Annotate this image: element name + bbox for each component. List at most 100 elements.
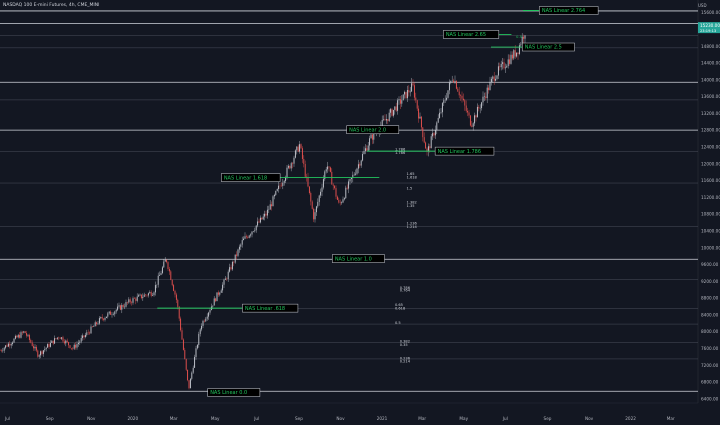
- candle-body: [136, 296, 138, 301]
- candle-body: [422, 127, 424, 138]
- candle-body: [164, 259, 166, 262]
- candle-body: [37, 350, 39, 357]
- candle-body: [503, 62, 505, 69]
- candle-body: [399, 99, 401, 104]
- currency-label: USD: [698, 3, 707, 8]
- candle-body: [23, 331, 25, 333]
- candle-body: [318, 195, 320, 202]
- time-tick-label-9: 2021: [377, 416, 388, 421]
- candle-body: [79, 341, 81, 343]
- candle-body: [283, 180, 285, 183]
- candle-body: [132, 298, 134, 303]
- candle-body: [259, 217, 261, 223]
- time-tick-label-1: Sep: [46, 416, 54, 421]
- candle-body: [455, 80, 457, 89]
- candle-body: [191, 372, 193, 379]
- fib-ratio-label-2: 1.786: [395, 151, 406, 155]
- candle-body: [196, 344, 198, 349]
- candle-body: [482, 96, 484, 103]
- price-tick-label-11: 11200.00: [701, 195, 720, 200]
- candle-body: [185, 358, 187, 370]
- candle-body: [521, 36, 523, 45]
- price-tick-label-7: 12800.00: [701, 128, 720, 133]
- candle-body: [359, 164, 361, 166]
- candle-body: [450, 80, 452, 83]
- candle-body: [385, 119, 387, 121]
- annotation-box-8: [207, 388, 261, 397]
- candle-body: [199, 329, 201, 334]
- candle-body: [3, 347, 5, 351]
- candle-body: [244, 236, 246, 239]
- candle-body: [142, 296, 144, 299]
- candle-body: [118, 305, 120, 307]
- candle-body: [300, 144, 302, 149]
- candle-body: [27, 335, 29, 336]
- annotation-box-3: [346, 125, 400, 134]
- candle-body: [489, 82, 491, 91]
- candle-body: [448, 82, 450, 91]
- price-tick-label-5: 13600.00: [701, 94, 720, 99]
- candle-body: [381, 119, 383, 126]
- price-tick-label-4: 14000.00: [701, 77, 720, 82]
- price-tick-label-16: 9200.00: [701, 279, 719, 284]
- candle-body: [301, 148, 303, 159]
- candle-body: [504, 67, 506, 69]
- candle-body: [82, 335, 84, 339]
- candle-body: [293, 157, 295, 164]
- candle-body: [294, 150, 296, 158]
- candle-body: [171, 279, 173, 286]
- time-tick-label-16: Mar: [667, 416, 675, 421]
- candle-body: [383, 119, 385, 120]
- candle-body: [122, 305, 124, 307]
- candle-body: [454, 80, 456, 83]
- candle-body: [441, 103, 443, 113]
- candle-body: [72, 348, 74, 349]
- candle-body: [47, 344, 49, 348]
- candle-body: [493, 76, 495, 81]
- candle-body: [84, 334, 86, 338]
- candle-body: [311, 201, 313, 209]
- candle-body: [30, 339, 32, 343]
- candle-body: [366, 148, 368, 151]
- candle-body: [273, 194, 275, 197]
- candle-body: [61, 337, 63, 339]
- candle-body: [437, 118, 439, 123]
- candle-body: [55, 338, 57, 339]
- candle-body: [100, 317, 102, 319]
- candle-body: [460, 95, 462, 96]
- candle-body: [458, 91, 460, 96]
- annotation-label-5: NAS Linear 1.618: [224, 175, 267, 181]
- candle-body: [488, 87, 490, 91]
- annotation-box-2: [522, 42, 575, 52]
- candles: [0, 33, 526, 390]
- candle-body: [157, 275, 159, 285]
- candle-body: [52, 340, 54, 344]
- candle-body: [336, 196, 338, 200]
- candle-body: [418, 108, 420, 119]
- candle-body: [222, 284, 224, 291]
- candle-body: [278, 185, 280, 189]
- candle-body: [465, 105, 467, 111]
- price-tick-label-9: 12000.00: [701, 161, 720, 166]
- candle-body: [297, 146, 299, 152]
- fib-ratio-label-9: 1.214: [407, 225, 418, 229]
- candle-body: [502, 62, 504, 64]
- candle-body: [490, 78, 492, 83]
- candle-body: [339, 202, 341, 204]
- candle-body: [48, 344, 50, 347]
- candle-body: [49, 342, 51, 347]
- candle-body: [405, 91, 407, 99]
- price-tick-label-21: 7200.00: [701, 363, 719, 368]
- candle-body: [104, 317, 106, 320]
- candle-body: [180, 318, 182, 331]
- time-tick-label-14: Nov: [585, 416, 594, 421]
- candle-body: [392, 109, 394, 116]
- candle-body: [308, 186, 310, 194]
- candle-body: [335, 188, 337, 197]
- candle-body: [261, 217, 263, 220]
- candle-body: [139, 294, 141, 296]
- candle-body: [98, 318, 100, 324]
- fib-ratio-label-3: 1.65: [407, 172, 415, 176]
